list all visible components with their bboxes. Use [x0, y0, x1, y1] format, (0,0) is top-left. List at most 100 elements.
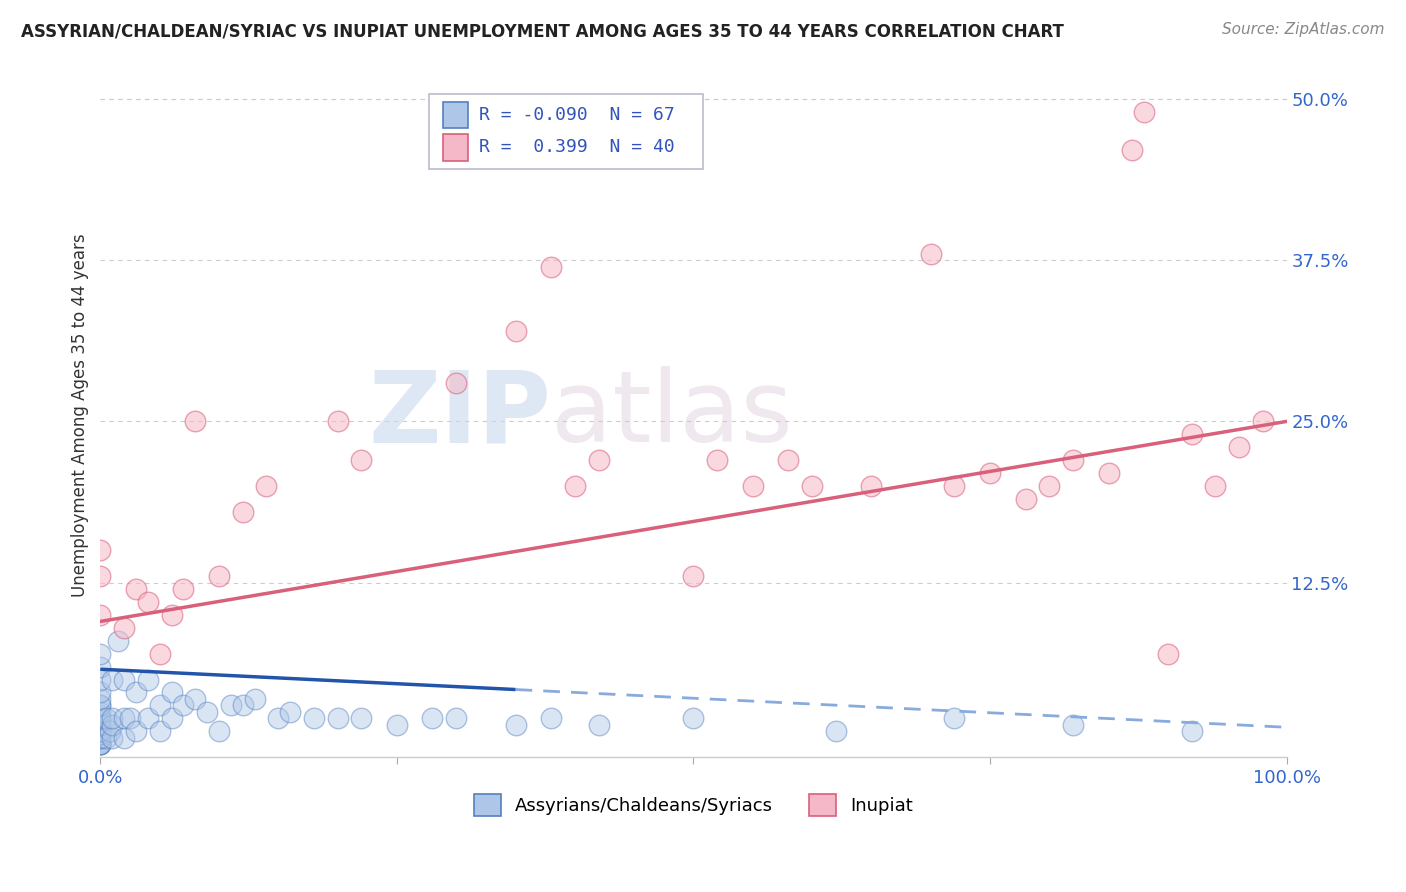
Point — [778, 453, 800, 467]
Point — [208, 569, 231, 583]
Point — [540, 711, 562, 725]
Point — [136, 673, 159, 687]
Point — [89, 647, 111, 661]
Y-axis label: Unemployment Among Ages 35 to 44 years: Unemployment Among Ages 35 to 44 years — [72, 233, 89, 597]
Point — [588, 453, 610, 467]
Point — [1133, 104, 1156, 119]
Point — [588, 717, 610, 731]
Point — [89, 724, 111, 739]
Point — [326, 414, 349, 428]
Point — [920, 246, 942, 260]
Point — [112, 673, 135, 687]
Point — [125, 582, 148, 597]
Point — [89, 737, 111, 751]
Point — [1121, 144, 1143, 158]
Point — [741, 479, 763, 493]
Point — [149, 647, 172, 661]
Point — [1181, 427, 1204, 442]
Point — [943, 479, 966, 493]
Point — [89, 711, 111, 725]
Point — [385, 717, 408, 731]
Point — [89, 737, 111, 751]
Point — [89, 543, 111, 558]
Point — [564, 479, 586, 493]
Point — [89, 685, 111, 699]
Point — [444, 376, 467, 390]
Point — [302, 711, 325, 725]
Point — [505, 717, 527, 731]
Point — [682, 711, 704, 725]
Text: R = -0.090  N = 67: R = -0.090 N = 67 — [479, 106, 675, 124]
Point — [89, 737, 111, 751]
Point — [1181, 724, 1204, 739]
Point — [1014, 491, 1036, 506]
Point — [184, 414, 207, 428]
Point — [326, 711, 349, 725]
Point — [1251, 414, 1274, 428]
Point — [444, 711, 467, 725]
Point — [208, 724, 231, 739]
Text: ZIP: ZIP — [368, 367, 551, 464]
Point — [136, 711, 159, 725]
Text: R =  0.399  N = 40: R = 0.399 N = 40 — [479, 138, 675, 156]
Point — [89, 705, 111, 719]
Point — [267, 711, 290, 725]
Point — [1098, 466, 1121, 480]
Point — [540, 260, 562, 274]
Point — [172, 582, 194, 597]
Point — [254, 479, 277, 493]
Point — [89, 717, 111, 731]
Point — [160, 607, 183, 622]
Point — [89, 607, 111, 622]
Point — [89, 691, 111, 706]
Point — [125, 724, 148, 739]
Point — [505, 324, 527, 338]
Point — [89, 711, 111, 725]
Point — [89, 717, 111, 731]
Point — [89, 737, 111, 751]
Text: Source: ZipAtlas.com: Source: ZipAtlas.com — [1222, 22, 1385, 37]
Point — [350, 453, 373, 467]
Point — [243, 691, 266, 706]
Point — [1062, 717, 1084, 731]
Point — [160, 711, 183, 725]
Point — [160, 685, 183, 699]
Point — [96, 711, 118, 725]
Point — [89, 731, 111, 745]
Point — [801, 479, 824, 493]
Point — [89, 659, 111, 673]
Point — [232, 698, 254, 713]
Point — [125, 685, 148, 699]
Point — [89, 727, 111, 741]
Point — [1157, 647, 1180, 661]
Point — [89, 673, 111, 687]
Point — [136, 595, 159, 609]
Point — [89, 698, 111, 713]
Point — [98, 724, 121, 739]
Point — [682, 569, 704, 583]
Point — [89, 711, 111, 725]
Point — [149, 698, 172, 713]
Text: atlas: atlas — [551, 367, 793, 464]
Point — [89, 724, 111, 739]
Point — [1227, 440, 1250, 454]
Point — [824, 724, 846, 739]
Point — [184, 691, 207, 706]
Point — [1062, 453, 1084, 467]
Point — [101, 673, 124, 687]
Point — [149, 724, 172, 739]
Point — [278, 705, 301, 719]
Point — [860, 479, 883, 493]
Point — [706, 453, 728, 467]
Point — [422, 711, 444, 725]
Point — [172, 698, 194, 713]
Legend: Assyrians/Chaldeans/Syriacs, Inupiat: Assyrians/Chaldeans/Syriacs, Inupiat — [467, 787, 921, 823]
Point — [1038, 479, 1060, 493]
Point — [89, 731, 111, 745]
Point — [350, 711, 373, 725]
Point — [89, 724, 111, 739]
Point — [112, 731, 135, 745]
Point — [96, 731, 118, 745]
Point — [232, 505, 254, 519]
Point — [89, 737, 111, 751]
